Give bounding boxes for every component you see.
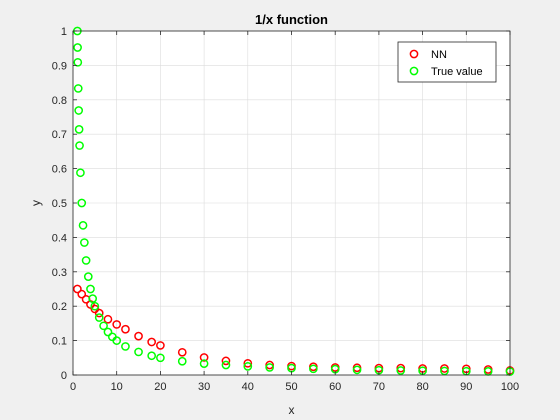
- y-tick-label: 0.5: [52, 198, 67, 210]
- y-tick-label: 0.8: [52, 95, 67, 107]
- legend-label: NN: [431, 49, 447, 61]
- y-tick-label: 0.4: [52, 232, 67, 244]
- data-point: [112, 336, 122, 345]
- x-tick-label: 60: [329, 381, 341, 393]
- y-tick-label: 0.2: [52, 301, 67, 313]
- y-tick-label: 0.1: [52, 336, 67, 348]
- data-point: [94, 313, 104, 322]
- data-point: [80, 238, 89, 247]
- data-point: [440, 364, 449, 373]
- data-point: [134, 331, 143, 341]
- data-point: [73, 43, 82, 52]
- data-point: [77, 289, 87, 299]
- data-point: [112, 320, 122, 329]
- data-point: [396, 366, 406, 375]
- y-tick-label: 1: [61, 26, 67, 38]
- data-point: [147, 337, 157, 347]
- y-tick-label: 0.6: [52, 164, 67, 176]
- data-point: [75, 141, 84, 150]
- data-point: [221, 356, 231, 366]
- x-tick-label: 50: [285, 381, 297, 393]
- y-axis-label: y: [29, 200, 43, 206]
- x-tick-label: 10: [111, 381, 123, 393]
- x-tick-label: 20: [154, 381, 166, 393]
- data-point: [221, 360, 231, 370]
- x-tick-label: 0: [70, 381, 76, 393]
- data-point: [352, 365, 362, 375]
- data-point: [76, 168, 85, 178]
- x-tick-label: 70: [373, 381, 385, 393]
- data-point: [77, 198, 87, 208]
- legend-marker: [409, 66, 419, 76]
- x-tick-label: 90: [460, 381, 472, 393]
- axis-ticks: 0 10 20 30 40 50 60 70 80 90 100 0 0.1 0.2 0.3 0.4 0.5 0.…: [52, 26, 519, 393]
- data-point: [78, 221, 88, 230]
- data-point: [199, 353, 209, 362]
- data-layer: [73, 26, 515, 376]
- data-point: [74, 106, 84, 115]
- data-point: [177, 356, 187, 366]
- data-point: [199, 359, 209, 368]
- data-point: [103, 314, 113, 324]
- data-point: [121, 324, 130, 334]
- data-point: [265, 363, 274, 372]
- chart-title: 1/x function: [255, 12, 328, 27]
- x-tick-label: 30: [198, 381, 210, 393]
- data-point: [147, 351, 157, 361]
- data-point: [86, 284, 95, 294]
- data-point: [243, 358, 253, 368]
- data-point: [83, 272, 93, 281]
- data-point: [440, 366, 449, 376]
- data-point: [243, 362, 253, 371]
- data-point: [73, 84, 83, 93]
- data-point: [73, 284, 82, 294]
- data-point: [134, 347, 143, 357]
- data-point: [81, 256, 91, 265]
- y-tick-label: 0: [61, 370, 67, 382]
- data-point: [88, 294, 98, 303]
- x-axis-label: x: [289, 403, 295, 417]
- data-point: [121, 342, 130, 351]
- y-tick-label: 0.9: [52, 60, 67, 72]
- y-tick-label: 0.7: [52, 129, 67, 141]
- data-point: [309, 364, 318, 374]
- data-point: [177, 347, 187, 357]
- data-point: [74, 125, 84, 134]
- data-point: [73, 57, 83, 67]
- legend-marker: [409, 49, 419, 59]
- data-point: [94, 308, 104, 318]
- y-tick-label: 0.3: [52, 267, 67, 279]
- data-point: [103, 327, 113, 337]
- legend-label: True value: [431, 66, 483, 78]
- data-point: [99, 321, 108, 331]
- data-point: [156, 353, 165, 363]
- x-tick-label: 80: [416, 381, 428, 393]
- series-true-value: [73, 26, 515, 376]
- legend: NN True value: [397, 41, 497, 83]
- x-tick-label: 40: [242, 381, 254, 393]
- data-point: [90, 301, 100, 311]
- data-point: [156, 341, 165, 350]
- x-tick-label: 100: [501, 381, 519, 393]
